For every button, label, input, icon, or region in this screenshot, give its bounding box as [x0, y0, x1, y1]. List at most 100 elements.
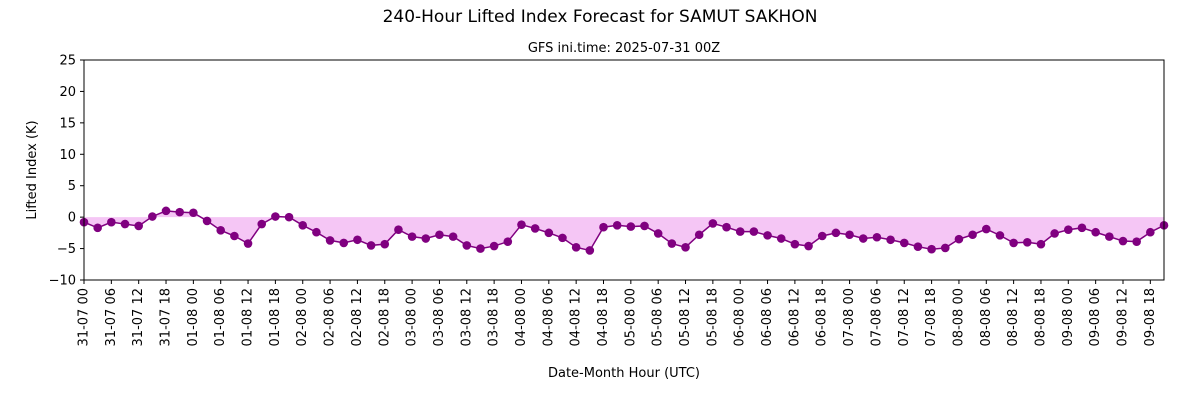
data-point [216, 226, 226, 235]
x-tick-label: 31-07 00 [77, 288, 92, 346]
data-point [954, 234, 964, 244]
data-point [845, 230, 854, 240]
y-tick-label: 15 [59, 116, 76, 131]
x-tick-label: 04-08 18 [596, 288, 611, 346]
data-point [325, 236, 335, 245]
data-point [940, 243, 950, 253]
data-point [1036, 239, 1046, 249]
y-tick-label: −5 [57, 242, 76, 257]
data-point [161, 206, 171, 216]
data-point [749, 227, 759, 236]
data-point [1009, 238, 1018, 248]
x-tick-label: 31-07 12 [131, 288, 146, 346]
x-tick-label: 03-08 12 [459, 288, 474, 346]
data-point [640, 221, 649, 231]
y-tick-label: 10 [59, 148, 76, 163]
data-point [1050, 229, 1059, 238]
data-point [722, 222, 731, 232]
data-point [298, 221, 308, 230]
below-zero-fill [84, 210, 1164, 251]
data-point [899, 238, 909, 248]
chart-subtitle: GFS ini.time: 2025-07-31 00Z [528, 41, 720, 56]
x-tick-label: 07-08 06 [869, 288, 884, 346]
x-tick-label: 09-08 00 [1061, 288, 1076, 346]
x-tick-label: 02-08 12 [350, 288, 365, 346]
x-axis: 31-07 00 31-07 06 31-07 12 31-07 18 01-08 00… [77, 280, 1158, 346]
data-point [380, 239, 390, 249]
data-point [544, 228, 554, 238]
data-point [312, 227, 321, 237]
x-tick-label: 05-08 12 [678, 288, 693, 346]
data-point [667, 239, 677, 248]
data-point [995, 231, 1005, 240]
data-point [189, 208, 198, 218]
data-point [476, 244, 485, 253]
data-point [462, 241, 472, 250]
x-tick-label: 09-08 06 [1088, 288, 1103, 346]
data-point [257, 219, 267, 229]
data-point [1105, 232, 1114, 241]
data-point [517, 220, 526, 229]
series-markers [79, 206, 1169, 255]
x-tick-label: 02-08 06 [323, 288, 338, 346]
data-point [353, 235, 362, 245]
x-tick-label: 07-08 12 [897, 288, 912, 346]
x-tick-label: 02-08 18 [377, 288, 392, 346]
y-tick-label: 20 [59, 85, 76, 100]
plot-frame [83, 59, 1165, 281]
data-point [489, 241, 499, 251]
fill-area [84, 210, 1164, 251]
data-point [1064, 225, 1073, 235]
x-tick-label: 07-08 00 [842, 288, 857, 346]
data-point [503, 237, 513, 246]
data-point [230, 231, 239, 241]
data-point [394, 225, 403, 235]
x-tick-label: 31-07 06 [104, 288, 119, 346]
data-point [913, 242, 923, 251]
y-tick-label: 0 [68, 211, 76, 226]
x-tick-label: 06-08 06 [760, 288, 775, 346]
data-point [271, 212, 280, 221]
x-tick-label: 04-08 12 [569, 288, 584, 346]
data-point [530, 224, 540, 233]
x-tick-label: 05-08 06 [651, 288, 666, 346]
data-point [571, 243, 581, 252]
x-tick-label: 31-07 18 [159, 288, 174, 346]
data-point [653, 229, 663, 238]
data-point [448, 232, 458, 241]
x-tick-label: 06-08 00 [733, 288, 748, 346]
data-point [735, 227, 745, 236]
data-point [817, 231, 827, 241]
x-tick-label: 08-08 18 [1033, 288, 1048, 346]
data-point [585, 246, 595, 255]
data-point [1022, 237, 1032, 247]
x-tick-label: 05-08 00 [623, 288, 638, 346]
data-point [339, 238, 349, 248]
data-point [626, 222, 636, 231]
data-point [1091, 227, 1100, 237]
x-tick-label: 03-08 00 [405, 288, 420, 346]
data-point [872, 232, 882, 242]
data-point [1077, 223, 1087, 233]
x-tick-label: 06-08 12 [787, 288, 802, 346]
x-tick-label: 09-08 12 [1115, 288, 1130, 346]
data-point [421, 234, 431, 243]
data-point [858, 234, 868, 243]
data-point [968, 230, 977, 240]
y-tick-label: 25 [59, 54, 76, 69]
x-tick-label: 08-08 00 [951, 288, 966, 346]
data-point [93, 223, 102, 233]
x-tick-label: 08-08 06 [979, 288, 994, 346]
x-tick-label: 07-08 18 [924, 288, 939, 346]
data-point [243, 239, 253, 248]
x-tick-label: 04-08 00 [514, 288, 529, 346]
data-point [790, 239, 800, 249]
x-tick-label: 09-08 18 [1143, 288, 1158, 346]
data-point [107, 217, 116, 227]
data-point [612, 221, 622, 230]
data-point [831, 228, 841, 238]
x-tick-label: 01-08 18 [268, 288, 283, 346]
data-point [694, 230, 704, 240]
x-tick-label: 01-08 06 [213, 288, 228, 346]
